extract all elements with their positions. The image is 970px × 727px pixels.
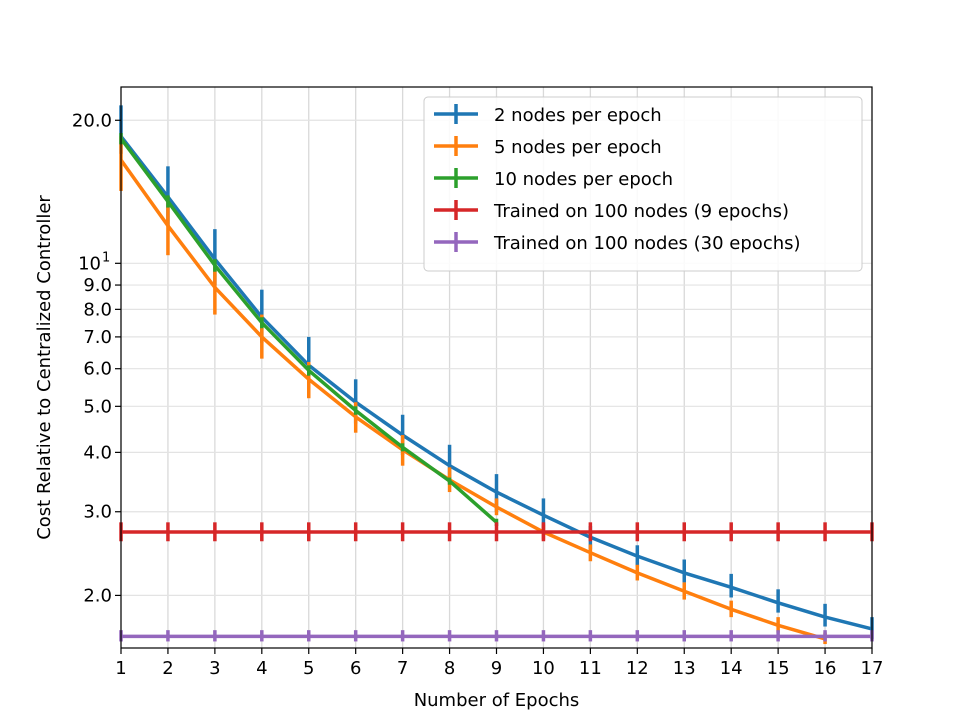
legend-label: 2 nodes per epoch (494, 105, 662, 126)
legend-item: Trained on 100 nodes (30 epochs) (434, 232, 801, 254)
y-tick-label: 7.0 (83, 327, 112, 348)
y-axis-label: Cost Relative to Centralized Controller (34, 195, 55, 540)
y-tick-label: 9.0 (83, 275, 112, 296)
y-tick-exponent: 1 (102, 250, 110, 265)
legend: 2 nodes per epoch 5 nodes per epoch 10 nod… (423, 96, 863, 272)
y-tick-label: 6.0 (83, 359, 112, 380)
x-tick-label: 5 (303, 658, 314, 679)
x-tick-label: 14 (720, 658, 743, 679)
legend-label: 10 nodes per epoch (494, 169, 673, 190)
y-tick-label: 3.0 (83, 502, 112, 523)
x-tick-label: 15 (767, 658, 790, 679)
legend-label: 5 nodes per epoch (494, 137, 662, 158)
x-tick-label: 17 (861, 658, 884, 679)
x-tick-label: 8 (444, 658, 455, 679)
x-axis-label: Number of Epochs (414, 690, 580, 711)
legend-label: Trained on 100 nodes (9 epochs) (493, 201, 789, 222)
x-tick-label: 6 (350, 658, 361, 679)
x-tick-label: 3 (209, 658, 220, 679)
x-tick-label: 13 (673, 658, 696, 679)
y-tick-label: 4.0 (83, 442, 112, 463)
x-tick-label: 1 (115, 658, 126, 679)
legend-item: 5 nodes per epoch (434, 136, 662, 158)
y-axis: 2.0 3.0 4.0 5.0 6.0 7.0 8.0 9.010 1 20.0 (72, 110, 121, 606)
x-tick-label: 16 (814, 658, 837, 679)
legend-box (423, 96, 863, 272)
x-axis: 1 2 3 4 5 6 7 8 9 10 11 12 13 14 15 16 17 (115, 648, 883, 679)
x-tick-label: 10 (532, 658, 555, 679)
x-tick-label: 7 (397, 658, 408, 679)
y-tick-label: 8.0 (83, 299, 112, 320)
x-tick-label: 4 (256, 658, 267, 679)
legend-item: Trained on 100 nodes (9 epochs) (434, 200, 789, 222)
y-tick-label: 5.0 (83, 396, 112, 417)
y-tick-label: 2.0 (83, 585, 112, 606)
x-tick-label: 11 (579, 658, 602, 679)
series-layer (119, 105, 874, 645)
legend-item: 2 nodes per epoch (434, 104, 662, 126)
x-tick-label: 12 (626, 658, 649, 679)
y-tick-label: 10 (78, 253, 101, 274)
x-tick-label: 2 (162, 658, 173, 679)
x-tick-label: 9 (491, 658, 502, 679)
series-line (119, 158, 826, 641)
legend-item: 10 nodes per epoch (434, 168, 673, 190)
y-tick-label: 20.0 (72, 110, 112, 131)
legend-label: Trained on 100 nodes (30 epochs) (493, 233, 801, 254)
